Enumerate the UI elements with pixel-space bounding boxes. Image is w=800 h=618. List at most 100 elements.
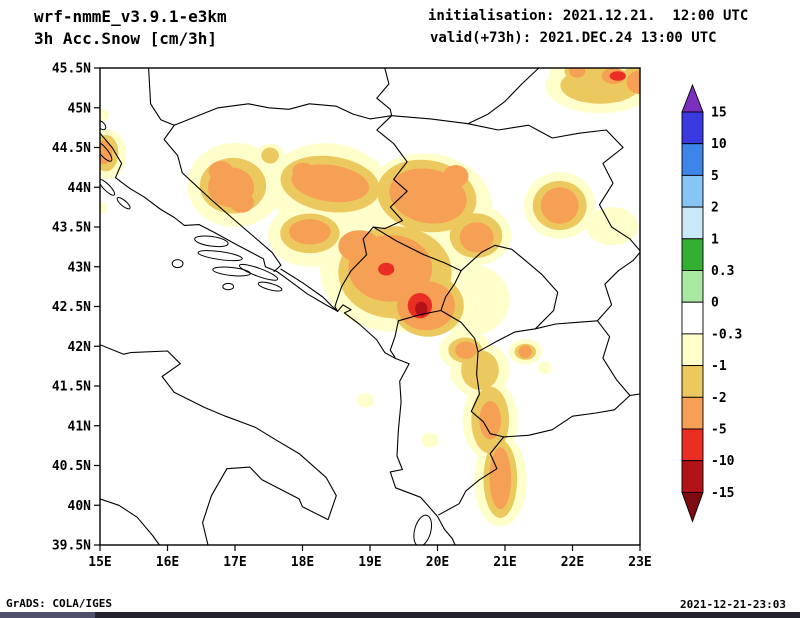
colorbar-segment — [681, 428, 704, 462]
valid-time: valid(+73h): 2021.DEC.24 13:00 UTC — [430, 30, 717, 46]
y-tick-label: 41.5N — [52, 380, 91, 395]
x-tick-label: 17E — [223, 555, 246, 570]
colorbar-arrow-top — [681, 83, 704, 113]
border-serbia-romania-land — [391, 68, 540, 125]
colorbar-tick-label: 5 — [711, 169, 719, 184]
border-bosnia-una-dinaric — [163, 124, 282, 273]
snow-blob--5_to_-2 — [489, 447, 512, 510]
border-bosnia-dubrovnik-strip — [280, 268, 339, 312]
colorbar-tick-label: 1 — [711, 232, 719, 247]
island-outline — [257, 281, 283, 292]
snow-blob--1_to_-0.3 — [100, 200, 107, 216]
initialisation-time: initialisation: 2021.12.21. 12:00 UTC — [428, 8, 749, 24]
x-tick-label: 21E — [493, 555, 516, 570]
snow-blob--5_to_-2 — [289, 219, 331, 245]
colorbar-tick-label: 2 — [711, 201, 719, 216]
colorbar-segment — [681, 270, 704, 303]
colorbar-tick-label: -1 — [711, 359, 727, 374]
axis-ticks: 15E 16E 17E 18E 19E 20E 21E 22E 23E 45.5N 45N 44.5N… — [52, 62, 652, 571]
colorbar: 15 10 5 2 1 0.3 0 -0.3 -1 -2 -5 -10 -15 — [681, 83, 742, 523]
island-outline — [222, 282, 235, 291]
border-serbia-bulgaria — [596, 251, 640, 322]
snow-shading-layer — [100, 68, 640, 527]
snow-blob--5_to_-2 — [626, 70, 640, 95]
border-montenegro-serbia — [372, 226, 462, 272]
y-tick-label: 42.5N — [52, 300, 91, 315]
y-tick-label: 40N — [68, 499, 92, 514]
snow-blob--5_to_-2 — [292, 162, 315, 180]
y-tick-label: 44N — [68, 181, 92, 196]
colorbar-segment — [681, 396, 704, 430]
snow-blob--5_to_-2 — [569, 68, 586, 78]
snow-blob--5_to_-2 — [459, 222, 494, 253]
y-tick-label: 45N — [68, 101, 92, 116]
x-tick-label: 15E — [88, 555, 111, 570]
island-outline — [238, 263, 279, 281]
island-outline — [116, 197, 131, 210]
colorbar-segment — [681, 333, 704, 367]
colorbar-segment — [681, 143, 704, 176]
model-name: wrf-nmmE_v3.9.1-e3km — [34, 7, 227, 26]
island-outline — [413, 514, 433, 545]
colorbar-segment — [681, 238, 704, 271]
coastline-balkan-adriatic — [100, 132, 456, 545]
border-bosnia-serbia-drina — [372, 115, 408, 230]
product-title: 3h Acc.Snow [cm/3h] — [34, 29, 218, 48]
snow-blob--5_to_-2 — [338, 230, 381, 262]
coastline-italy-adriatic — [100, 344, 337, 545]
border-albania-macedonia — [470, 351, 505, 438]
border-croatia-serbia-danube — [376, 68, 393, 117]
colorbar-segment — [681, 206, 704, 240]
bottom-window-edge — [0, 612, 800, 618]
colorbar-tick-label: 10 — [711, 137, 727, 152]
colorbar-tick-label: 0 — [711, 296, 719, 311]
snow-blob--1_to_-0.3 — [100, 108, 109, 122]
snow-blob--1_to_-0.3 — [538, 361, 552, 375]
island-outline — [212, 266, 251, 277]
y-tick-label: 45.5N — [52, 62, 91, 77]
snow-blob--5_to_-2 — [540, 187, 579, 224]
colorbar-segment — [681, 111, 704, 145]
colorbar-tick-label: -2 — [711, 391, 727, 406]
x-tick-label: 22E — [561, 555, 584, 570]
border-slovenia-croatia-bosnia-w — [148, 68, 175, 126]
snow-blob--5_to_-2 — [479, 401, 502, 440]
island-outline — [171, 259, 184, 269]
x-tick-label: 16E — [156, 555, 179, 570]
colorbar-tick-label: 15 — [711, 106, 727, 121]
colorbar-tick-label: -15 — [711, 486, 734, 501]
x-tick-label: 19E — [358, 555, 381, 570]
island-outline — [197, 250, 243, 262]
island-outline — [194, 235, 229, 248]
y-tick-label: 41N — [68, 419, 92, 434]
y-tick-label: 42N — [68, 340, 92, 355]
border-macedonia-bulgaria — [596, 320, 631, 397]
y-tick-label: 43N — [68, 260, 92, 275]
y-tick-label: 39.5N — [52, 539, 91, 554]
snow-blob--5_to_-2 — [100, 140, 113, 165]
island-outline — [100, 120, 107, 131]
border-bosnia-sava — [173, 103, 393, 126]
snow-blob--5_to_-2 — [208, 161, 233, 182]
x-tick-label: 18E — [291, 555, 314, 570]
snow-blob--15_to_-10 — [415, 301, 428, 317]
y-tick-label: 43.5N — [52, 221, 91, 236]
coastline-italy-tyrrhenian — [100, 498, 160, 545]
border-kosovo-ring — [440, 244, 559, 353]
colorbar-arrow-bottom — [681, 491, 704, 523]
snow-blob--5_to_-2 — [518, 345, 533, 359]
colorbar-tick-label: -5 — [711, 423, 727, 438]
y-tick-label: 44.5N — [52, 141, 91, 156]
snow-blob--5_to_-2 — [229, 192, 254, 213]
border-albania-greece — [438, 436, 505, 516]
grads-credit: GrADS: COLA/IGES — [6, 597, 112, 610]
snow-blob--1_to_-0.3 — [421, 432, 439, 448]
colorbar-segment — [681, 174, 704, 208]
snow-blob--10_to_-5 — [609, 71, 626, 81]
colorbar-segment — [681, 301, 704, 335]
island-outline — [100, 178, 116, 196]
snow-blob--1_to_-0.3 — [356, 393, 375, 408]
y-tick-label: 40.5N — [52, 459, 91, 474]
